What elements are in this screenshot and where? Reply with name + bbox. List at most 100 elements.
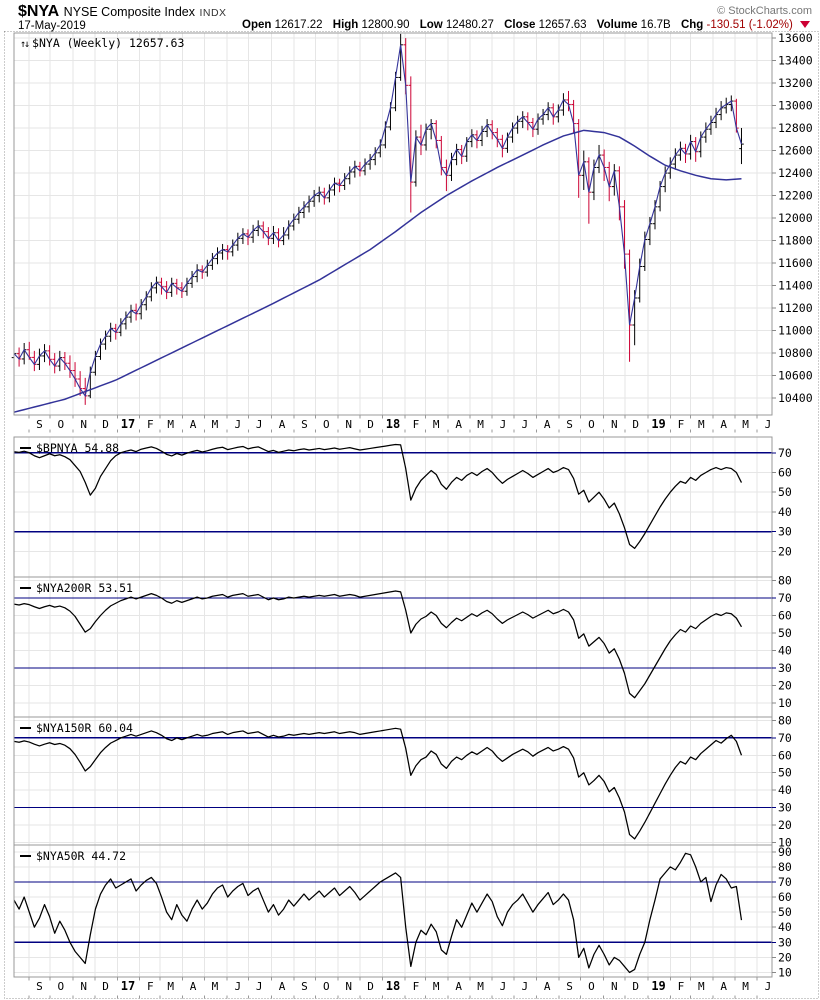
nya50r-last: 44.72	[91, 849, 127, 863]
svg-text:J: J	[500, 418, 507, 431]
nyaweekly-panel: 10400 10600 10800 11000 11200 11400 11600 11800…	[11, 31, 813, 416]
svg-text:A: A	[720, 980, 727, 993]
svg-text:J: J	[235, 980, 242, 993]
svg-text:M: M	[433, 418, 440, 431]
svg-text:11800: 11800	[778, 234, 813, 248]
svg-text:40: 40	[778, 783, 792, 797]
nya50r-title: $NYA50R	[36, 849, 85, 863]
svg-text:F: F	[413, 980, 420, 993]
svg-text:80: 80	[778, 713, 792, 727]
svg-text:D: D	[102, 980, 109, 993]
svg-text:40: 40	[778, 505, 792, 519]
svg-text:N: N	[611, 418, 618, 431]
svg-text:13400: 13400	[778, 54, 813, 68]
svg-text:60: 60	[778, 609, 792, 623]
high-value: 12800.90	[361, 19, 410, 31]
nya150r-panel-legend: $NYA150R 60.04	[20, 721, 133, 735]
svg-text:10600: 10600	[778, 369, 813, 383]
svg-text:A: A	[720, 418, 727, 431]
svg-text:20: 20	[778, 679, 792, 693]
line-legend-icon	[20, 727, 31, 729]
svg-text:30: 30	[778, 935, 792, 949]
svg-text:10400: 10400	[778, 391, 813, 405]
svg-text:F: F	[147, 980, 154, 993]
svg-text:D: D	[367, 980, 374, 993]
svg-text:F: F	[678, 980, 685, 993]
main-panel-last: 12657.63	[129, 36, 185, 50]
bpnya-title: $BPNYA	[36, 441, 78, 455]
svg-text:M: M	[167, 418, 174, 431]
svg-text:A: A	[279, 980, 286, 993]
chart-outer-border	[4, 31, 819, 999]
svg-text:18: 18	[386, 979, 400, 993]
svg-text:D: D	[367, 418, 374, 431]
svg-text:M: M	[433, 980, 440, 993]
line-legend-icon	[20, 587, 31, 589]
svg-text:70: 70	[778, 731, 792, 745]
svg-text:19: 19	[651, 979, 665, 993]
svg-text:F: F	[413, 418, 420, 431]
svg-text:F: F	[678, 418, 685, 431]
svg-text:11200: 11200	[778, 301, 813, 315]
line-legend-icon	[20, 855, 31, 857]
svg-text:M: M	[477, 418, 484, 431]
svg-text:S: S	[566, 980, 573, 993]
chg-value: -130.51 (-1.02%)	[706, 19, 793, 31]
low-label: Low	[419, 19, 443, 31]
quote-strip: Open 12617.22 High 12800.90 Low 12480.27…	[235, 19, 810, 31]
svg-text:M: M	[212, 980, 219, 993]
svg-text:F: F	[147, 418, 154, 431]
svg-text:N: N	[345, 980, 352, 993]
svg-text:J: J	[521, 418, 528, 431]
svg-text:40: 40	[778, 920, 792, 934]
nya200r-panel: 10 20 30 40 50 60 70 80	[13, 574, 792, 718]
svg-text:A: A	[544, 418, 551, 431]
svg-text:12600: 12600	[778, 144, 813, 158]
svg-text:12800: 12800	[778, 121, 813, 135]
svg-text:M: M	[742, 418, 749, 431]
svg-text:O: O	[588, 980, 595, 993]
svg-text:11000: 11000	[778, 324, 813, 338]
svg-text:A: A	[455, 418, 462, 431]
svg-text:18: 18	[386, 417, 400, 431]
volume-label: Volume	[596, 19, 638, 31]
svg-text:40: 40	[778, 644, 792, 658]
svg-text:50: 50	[778, 905, 792, 919]
svg-text:10: 10	[778, 696, 792, 710]
svg-text:J: J	[235, 418, 242, 431]
svg-text:10: 10	[778, 835, 792, 849]
svg-text:30: 30	[778, 661, 792, 675]
svg-text:11600: 11600	[778, 256, 813, 270]
svg-text:A: A	[544, 980, 551, 993]
svg-text:13200: 13200	[778, 76, 813, 90]
chg-label: Chg	[680, 19, 704, 31]
svg-text:60: 60	[778, 465, 792, 479]
svg-text:N: N	[345, 418, 352, 431]
svg-text:20: 20	[778, 544, 792, 558]
svg-text:10800: 10800	[778, 346, 813, 360]
svg-text:M: M	[212, 418, 219, 431]
svg-text:19: 19	[651, 417, 665, 431]
svg-text:12200: 12200	[778, 189, 813, 203]
svg-text:70: 70	[778, 446, 792, 460]
svg-text:O: O	[57, 418, 64, 431]
nya50r-panel-legend: $NYA50R 44.72	[20, 849, 126, 863]
svg-text:O: O	[323, 980, 330, 993]
nya200r-title: $NYA200R	[36, 581, 92, 595]
volume-value: 16.7B	[640, 19, 671, 31]
symbol: $NYA	[18, 3, 60, 20]
low-value: 12480.27	[445, 19, 494, 31]
svg-text:S: S	[36, 418, 43, 431]
svg-text:S: S	[566, 418, 573, 431]
svg-text:50: 50	[778, 626, 792, 640]
line-legend-icon	[20, 447, 31, 449]
svg-text:J: J	[256, 980, 263, 993]
svg-text:12400: 12400	[778, 166, 813, 180]
svg-text:S: S	[301, 418, 308, 431]
svg-text:70: 70	[778, 591, 792, 605]
symbol-name: NYSE Composite Index	[63, 5, 195, 19]
svg-text:J: J	[256, 418, 263, 431]
